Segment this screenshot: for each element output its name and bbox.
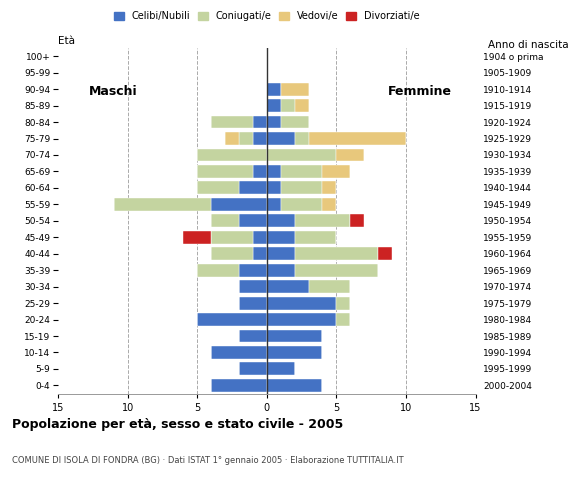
Bar bbox=[295, 132, 309, 145]
Bar bbox=[267, 280, 309, 293]
Text: Età: Età bbox=[58, 36, 75, 47]
Bar bbox=[197, 313, 267, 326]
Bar bbox=[267, 132, 295, 145]
Bar bbox=[336, 313, 350, 326]
Bar bbox=[183, 231, 211, 244]
Bar bbox=[322, 181, 336, 194]
Bar bbox=[295, 247, 378, 260]
Bar bbox=[309, 280, 350, 293]
Bar bbox=[267, 247, 295, 260]
Bar bbox=[309, 132, 406, 145]
Text: Femmine: Femmine bbox=[388, 85, 452, 98]
Bar bbox=[197, 165, 253, 178]
Bar bbox=[267, 148, 336, 161]
Bar bbox=[253, 132, 267, 145]
Text: Anno di nascita: Anno di nascita bbox=[488, 40, 568, 50]
Bar bbox=[322, 198, 336, 211]
Bar bbox=[211, 215, 239, 227]
Bar bbox=[267, 165, 281, 178]
Bar bbox=[267, 181, 281, 194]
Bar bbox=[267, 116, 281, 129]
Bar bbox=[211, 198, 267, 211]
Bar bbox=[281, 83, 309, 96]
Bar bbox=[211, 379, 267, 392]
Bar bbox=[295, 231, 336, 244]
Bar bbox=[253, 231, 267, 244]
Bar bbox=[322, 165, 350, 178]
Bar bbox=[267, 83, 281, 96]
Bar bbox=[197, 181, 239, 194]
Bar bbox=[267, 313, 336, 326]
Text: Maschi: Maschi bbox=[89, 85, 138, 98]
Bar bbox=[253, 116, 267, 129]
Bar bbox=[239, 215, 267, 227]
Legend: Celibi/Nubili, Coniugati/e, Vedovi/e, Divorziati/e: Celibi/Nubili, Coniugati/e, Vedovi/e, Di… bbox=[114, 12, 419, 22]
Bar bbox=[267, 330, 322, 342]
Bar bbox=[295, 215, 350, 227]
Bar bbox=[295, 264, 378, 276]
Bar bbox=[239, 280, 267, 293]
Bar bbox=[267, 362, 295, 375]
Bar bbox=[281, 99, 295, 112]
Bar bbox=[211, 231, 253, 244]
Bar bbox=[336, 148, 364, 161]
Bar bbox=[239, 181, 267, 194]
Bar bbox=[197, 148, 267, 161]
Bar bbox=[239, 330, 267, 342]
Bar bbox=[267, 346, 322, 359]
Bar bbox=[378, 247, 392, 260]
Bar bbox=[336, 297, 350, 310]
Bar bbox=[267, 99, 281, 112]
Bar bbox=[253, 247, 267, 260]
Bar bbox=[197, 264, 239, 276]
Bar bbox=[281, 198, 322, 211]
Bar bbox=[281, 181, 322, 194]
Text: COMUNE DI ISOLA DI FONDRA (BG) · Dati ISTAT 1° gennaio 2005 · Elaborazione TUTTI: COMUNE DI ISOLA DI FONDRA (BG) · Dati IS… bbox=[12, 456, 403, 465]
Bar bbox=[281, 165, 322, 178]
Bar bbox=[267, 297, 336, 310]
Bar bbox=[239, 132, 253, 145]
Bar bbox=[281, 116, 309, 129]
Bar bbox=[267, 264, 295, 276]
Bar bbox=[267, 198, 281, 211]
Bar bbox=[253, 165, 267, 178]
Bar bbox=[239, 264, 267, 276]
Bar bbox=[114, 198, 211, 211]
Text: Popolazione per età, sesso e stato civile - 2005: Popolazione per età, sesso e stato civil… bbox=[12, 418, 343, 431]
Bar bbox=[211, 346, 267, 359]
Bar bbox=[239, 297, 267, 310]
Bar bbox=[267, 231, 295, 244]
Bar bbox=[211, 247, 253, 260]
Bar bbox=[295, 99, 309, 112]
Bar bbox=[239, 362, 267, 375]
Bar bbox=[350, 215, 364, 227]
Bar bbox=[211, 116, 253, 129]
Bar bbox=[267, 379, 322, 392]
Bar bbox=[225, 132, 239, 145]
Bar bbox=[267, 215, 295, 227]
